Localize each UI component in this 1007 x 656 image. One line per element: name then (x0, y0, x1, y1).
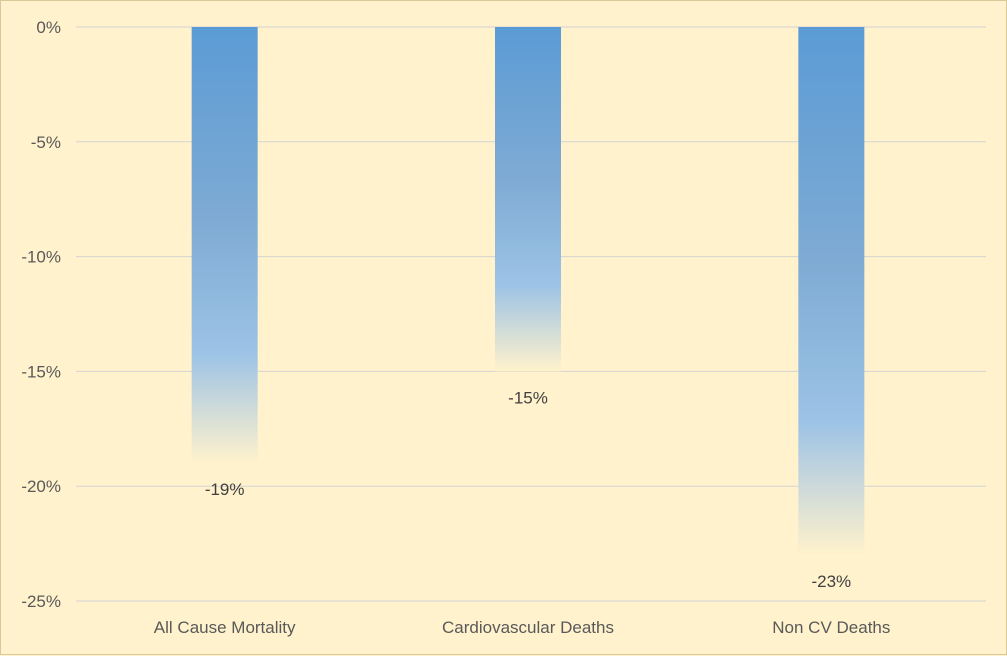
y-tick-label: -5% (31, 133, 61, 152)
x-axis-category-labels: All Cause Mortality Cardiovascular Deaths… (154, 618, 891, 637)
bar-non-cv-deaths (798, 27, 865, 556)
data-labels: -19% -15% -23% (205, 388, 851, 591)
data-label: -23% (811, 572, 851, 591)
y-tick-label: 0% (36, 18, 61, 37)
y-tick-label: -15% (21, 362, 61, 381)
y-axis-tick-labels: 0% -5% -10% -15% -20% -25% (21, 18, 61, 611)
y-tick-label: -20% (21, 477, 61, 496)
category-label: All Cause Mortality (154, 618, 296, 637)
bar-cardiovascular-deaths (495, 27, 561, 372)
data-label: -15% (508, 388, 548, 407)
category-label: Cardiovascular Deaths (442, 618, 614, 637)
category-label: Non CV Deaths (772, 618, 890, 637)
y-tick-label: -25% (21, 592, 61, 611)
bars (191, 27, 865, 556)
data-label: -19% (205, 480, 245, 499)
bar-all-cause-mortality (191, 27, 258, 464)
y-tick-label: -10% (21, 248, 61, 267)
